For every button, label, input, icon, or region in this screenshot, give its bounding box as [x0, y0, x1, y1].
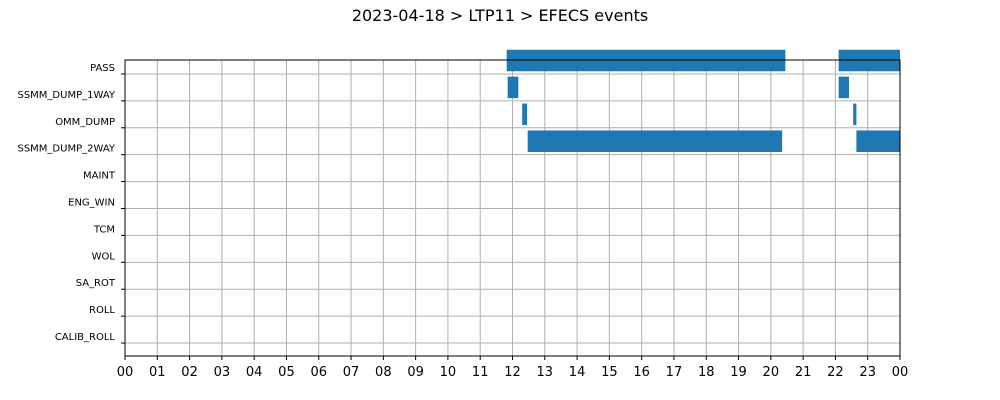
x-tick-label: 00 — [892, 365, 909, 380]
y-tick-label: MAINT — [83, 171, 116, 182]
y-tick-label: SA_ROT — [76, 278, 116, 289]
y-tick-label: SSMM_DUMP_1WAY — [17, 90, 115, 101]
event-bar — [853, 103, 857, 126]
x-tick-label: 06 — [310, 365, 327, 380]
event-bar — [507, 76, 519, 99]
chart-title: 2023-04-18 > LTP11 > EFECS events — [351, 6, 649, 25]
x-tick-label: 02 — [181, 365, 198, 380]
y-tick-label: OMM_DUMP — [55, 117, 115, 128]
x-tick-label: 12 — [504, 365, 521, 380]
y-tick-label: CALIB_ROLL — [55, 332, 116, 343]
x-tick-label: 05 — [278, 365, 295, 380]
event-bar — [856, 130, 900, 152]
event-bar — [522, 103, 528, 126]
x-tick-label: 10 — [440, 365, 457, 380]
x-tick-label: 03 — [214, 365, 231, 380]
x-axis: 00 01 02 03 04 05 06 07 08 09 10 11 12 13 14 15 16 17 18 19… — [117, 356, 909, 380]
x-tick-label: 00 — [117, 365, 134, 380]
x-tick-label: 01 — [149, 365, 166, 380]
x-tick-label: 22 — [827, 365, 844, 380]
x-tick-label: 23 — [859, 365, 876, 380]
x-tick-label: 18 — [698, 365, 715, 380]
y-tick-label: ENG_WIN — [68, 198, 115, 209]
y-tick-label: WOL — [92, 251, 116, 262]
event-bar — [527, 130, 783, 152]
x-tick-label: 20 — [763, 365, 780, 380]
x-tick-label: 11 — [472, 365, 489, 380]
x-tick-label: 09 — [407, 365, 424, 380]
x-tick-label: 21 — [795, 365, 812, 380]
x-tick-label: 13 — [537, 365, 554, 380]
x-tick-label: 07 — [343, 365, 360, 380]
x-tick-label: 15 — [601, 365, 618, 380]
x-tick-label: 16 — [633, 365, 650, 380]
x-tick-label: 14 — [569, 365, 586, 380]
y-tick-label: PASS — [90, 63, 115, 74]
grid-layer — [124, 60, 901, 356]
y-axis: PASS SSMM_DUMP_1WAY OMM_DUMP SSMM_DUMP_2WAY… — [17, 63, 125, 344]
x-tick-label: 17 — [666, 365, 683, 380]
x-tick-label: 04 — [246, 365, 263, 380]
y-tick-label: ROLL — [89, 305, 115, 316]
x-tick-label: 19 — [730, 365, 747, 380]
y-tick-label: SSMM_DUMP_2WAY — [17, 144, 115, 155]
x-tick-label: 08 — [375, 365, 392, 380]
event-bar — [838, 76, 849, 99]
y-tick-label: TCM — [93, 224, 115, 235]
